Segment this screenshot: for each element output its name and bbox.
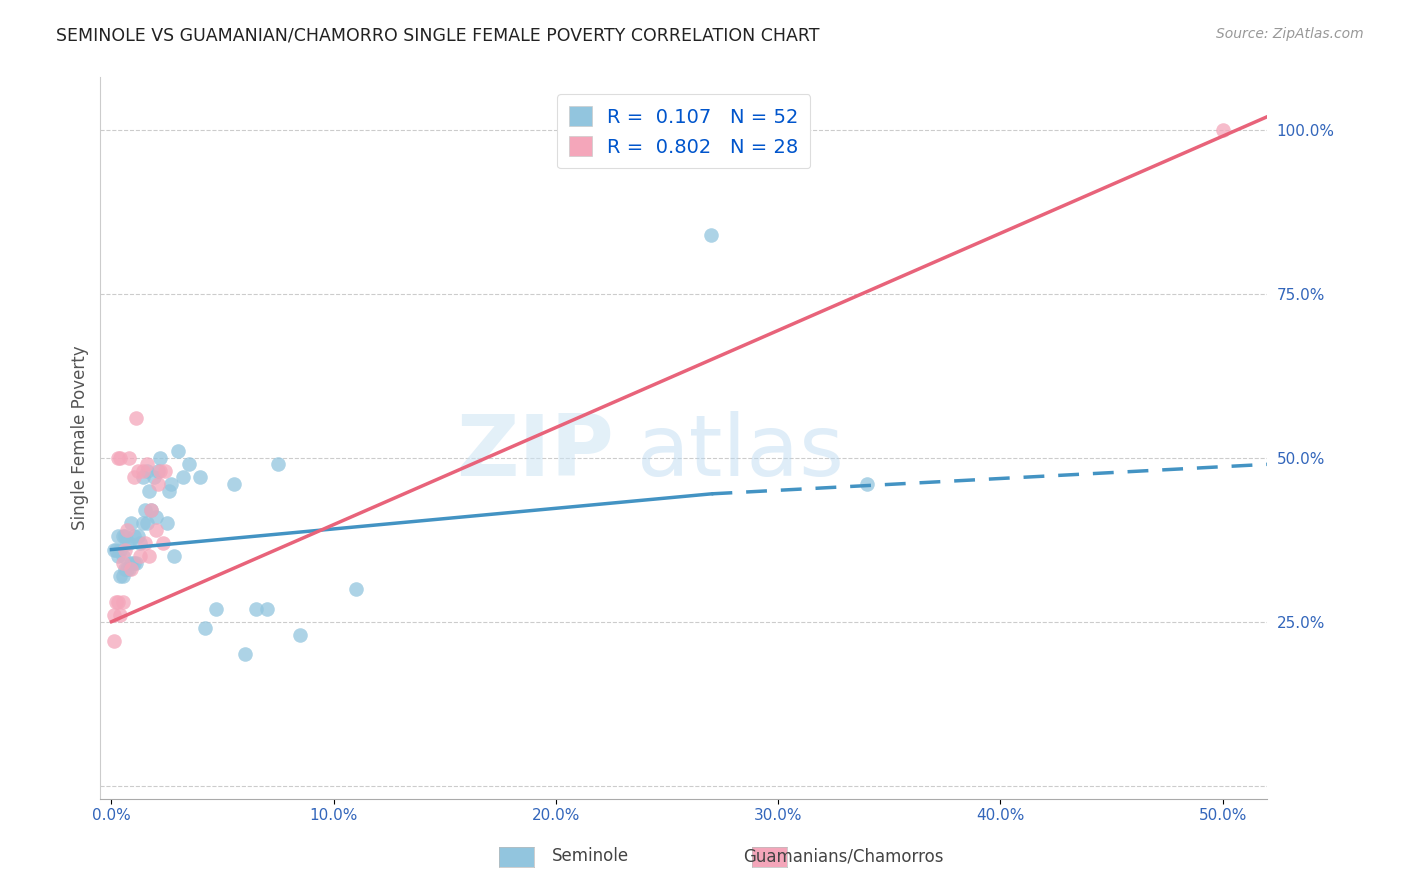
Point: [267, 458, 290, 472]
Point: [136, 516, 159, 531]
Point: [129, 549, 152, 563]
Point: [134, 536, 156, 550]
Point: [115, 536, 138, 550]
Point: [145, 523, 167, 537]
Point: [1212, 123, 1234, 137]
Point: [125, 411, 148, 425]
Point: [136, 464, 159, 478]
Point: [127, 464, 149, 478]
Point: [103, 608, 125, 623]
Point: [114, 529, 136, 543]
Point: [138, 483, 160, 498]
Point: [222, 477, 245, 491]
Point: [115, 523, 138, 537]
Point: [118, 450, 141, 465]
Point: [110, 608, 132, 623]
Point: [125, 556, 148, 570]
Point: [344, 582, 367, 596]
Y-axis label: Single Female Poverty: Single Female Poverty: [72, 346, 89, 531]
Point: [131, 516, 153, 531]
Point: [127, 529, 149, 543]
Point: [110, 450, 132, 465]
Point: [138, 549, 160, 563]
Point: [149, 464, 172, 478]
Point: [160, 477, 183, 491]
Point: [110, 542, 132, 557]
Point: [103, 634, 125, 648]
Point: [111, 529, 134, 543]
Point: [142, 470, 165, 484]
Point: [107, 595, 129, 609]
Point: [134, 503, 156, 517]
Point: [145, 509, 167, 524]
Point: [146, 477, 169, 491]
Point: [111, 595, 134, 609]
Point: [121, 516, 143, 531]
Point: [149, 450, 172, 465]
Point: [131, 464, 153, 478]
Point: [104, 542, 127, 557]
Point: [194, 621, 217, 635]
Point: [121, 556, 143, 570]
Point: [700, 227, 723, 242]
Point: [118, 562, 141, 576]
Point: [122, 556, 145, 570]
Point: [114, 562, 136, 576]
Point: [114, 542, 136, 557]
Point: [129, 536, 152, 550]
Text: SEMINOLE VS GUAMANIAN/CHAMORRO SINGLE FEMALE POVERTY CORRELATION CHART: SEMINOLE VS GUAMANIAN/CHAMORRO SINGLE FE…: [56, 27, 820, 45]
Point: [157, 483, 180, 498]
Point: [290, 628, 312, 642]
Text: Source: ZipAtlas.com: Source: ZipAtlas.com: [1216, 27, 1364, 41]
Point: [152, 536, 174, 550]
Text: atlas: atlas: [637, 411, 845, 494]
Point: [233, 648, 256, 662]
Point: [122, 470, 145, 484]
Point: [856, 477, 879, 491]
Point: [256, 601, 278, 615]
Point: [179, 458, 201, 472]
Point: [107, 529, 129, 543]
Point: [163, 549, 186, 563]
Point: [107, 549, 129, 563]
Point: [131, 470, 153, 484]
Point: [118, 536, 141, 550]
Point: [245, 601, 267, 615]
Point: [136, 458, 159, 472]
Point: [167, 444, 190, 458]
Point: [141, 503, 163, 517]
Point: [104, 595, 127, 609]
Legend: R =  0.107   N = 52, R =  0.802   N = 28: R = 0.107 N = 52, R = 0.802 N = 28: [557, 95, 810, 169]
Text: Seminole: Seminole: [553, 847, 628, 865]
Point: [121, 562, 143, 576]
Text: ZIP: ZIP: [456, 411, 613, 494]
Point: [111, 549, 134, 563]
Point: [103, 542, 125, 557]
Point: [146, 464, 169, 478]
Point: [111, 569, 134, 583]
Point: [110, 569, 132, 583]
Point: [172, 470, 194, 484]
Point: [115, 562, 138, 576]
Point: [153, 464, 176, 478]
Point: [141, 503, 163, 517]
Text: Guamanians/Chamorros: Guamanians/Chamorros: [744, 847, 943, 865]
Point: [205, 601, 228, 615]
Point: [122, 529, 145, 543]
Point: [111, 556, 134, 570]
Point: [107, 450, 129, 465]
Point: [188, 470, 211, 484]
Point: [156, 516, 179, 531]
